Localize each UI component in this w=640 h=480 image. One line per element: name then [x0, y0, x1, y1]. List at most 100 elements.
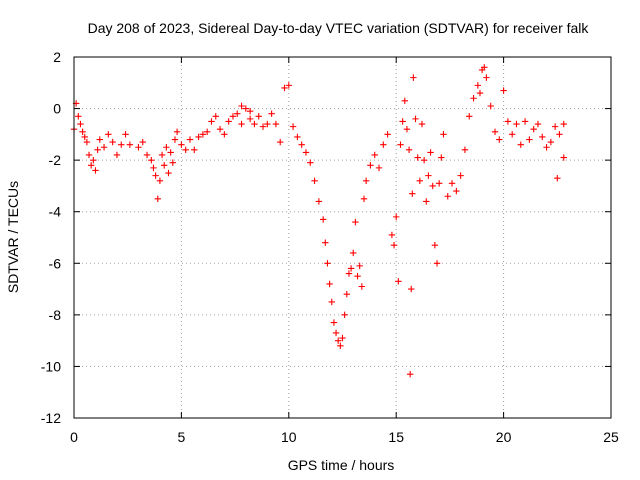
data-point — [238, 120, 245, 128]
data-point — [414, 154, 421, 161]
data-point — [444, 193, 451, 200]
data-point — [195, 133, 202, 141]
data-point — [139, 138, 146, 146]
data-point — [156, 177, 164, 184]
data-point — [242, 105, 250, 112]
data-point — [92, 167, 99, 174]
data-point — [397, 141, 404, 148]
x-tick-labels: 0 5 10 15 20 25 — [70, 429, 619, 445]
y-tick-label: -10 — [41, 358, 61, 374]
x-tick-label: 5 — [178, 429, 186, 445]
x-tick-label: 20 — [496, 429, 512, 445]
data-point — [367, 162, 374, 169]
data-point — [152, 172, 159, 179]
data-point — [319, 216, 327, 223]
data-point — [163, 144, 170, 151]
data-point — [186, 136, 194, 143]
data-point — [457, 172, 464, 179]
data-point — [431, 242, 439, 249]
data-point — [405, 146, 413, 154]
data-point — [470, 95, 477, 102]
y-tick-label: -4 — [49, 204, 62, 220]
data-point — [77, 120, 84, 128]
data-point — [481, 64, 488, 71]
data-point — [87, 162, 95, 169]
data-point — [513, 120, 520, 128]
x-axis-label: GPS time / hours — [288, 457, 395, 473]
data-point — [401, 97, 408, 105]
data-point — [360, 195, 368, 203]
data-point — [539, 133, 546, 141]
data-point — [534, 120, 542, 128]
y-tick-label: -12 — [41, 410, 61, 426]
data-point — [354, 272, 361, 280]
data-point — [259, 123, 267, 130]
data-point — [221, 131, 228, 138]
data-point — [330, 319, 338, 326]
data-point — [100, 144, 108, 151]
data-point — [496, 136, 503, 143]
data-point — [543, 144, 550, 151]
data-point — [521, 118, 529, 125]
x-tick-label: 15 — [388, 429, 404, 445]
data-point — [105, 131, 112, 138]
y-axis-label: SDTVAR / TECUs — [5, 181, 21, 293]
data-point — [173, 128, 181, 135]
data-point — [96, 136, 103, 143]
data-point — [427, 149, 434, 156]
plot-frame — [73, 56, 612, 419]
data-point — [208, 118, 215, 125]
data-point — [85, 151, 93, 159]
data-point — [500, 87, 507, 94]
data-point — [246, 107, 254, 115]
data-point — [326, 280, 333, 288]
data-point — [350, 249, 357, 257]
data-point — [79, 128, 86, 135]
data-point — [335, 337, 342, 344]
data-point — [554, 174, 561, 182]
data-point — [410, 74, 417, 81]
y-tick-label: 0 — [53, 101, 61, 117]
data-point — [234, 110, 241, 117]
data-point — [433, 260, 441, 267]
x-tick-label: 25 — [603, 429, 619, 445]
data-point — [423, 198, 430, 205]
data-point — [435, 180, 443, 187]
data-point — [332, 329, 340, 337]
data-point — [371, 151, 378, 159]
axis-ticks — [73, 56, 612, 419]
data-point — [560, 120, 567, 128]
x-tick-label: 10 — [281, 429, 297, 445]
data-point — [122, 131, 129, 138]
data-point — [203, 128, 211, 135]
data-point — [375, 164, 383, 172]
data-point — [347, 265, 355, 272]
data-point — [408, 285, 415, 293]
data-point — [491, 128, 499, 135]
data-point — [416, 177, 424, 184]
data-point — [399, 118, 406, 125]
data-point — [508, 131, 516, 138]
data-point — [158, 151, 166, 159]
data-point — [167, 149, 174, 156]
data-point — [199, 131, 207, 138]
data-point — [412, 115, 419, 123]
data-point — [307, 159, 314, 166]
grid-lines — [74, 57, 611, 418]
data-point — [94, 146, 101, 154]
data-point — [526, 136, 533, 143]
data-point — [216, 126, 224, 133]
data-point — [453, 187, 460, 195]
chart-title: Day 208 of 2023, Sidereal Day-to-day VTE… — [88, 20, 590, 36]
data-point — [380, 141, 387, 148]
data-point — [324, 260, 331, 267]
data-point — [474, 82, 482, 89]
data-point — [429, 182, 436, 190]
data-point — [425, 172, 432, 179]
y-tick-label: -2 — [49, 152, 62, 168]
data-point — [255, 113, 262, 120]
data-point — [272, 120, 280, 128]
data-point — [75, 113, 82, 120]
data-point — [388, 231, 396, 239]
data-point — [420, 156, 428, 164]
